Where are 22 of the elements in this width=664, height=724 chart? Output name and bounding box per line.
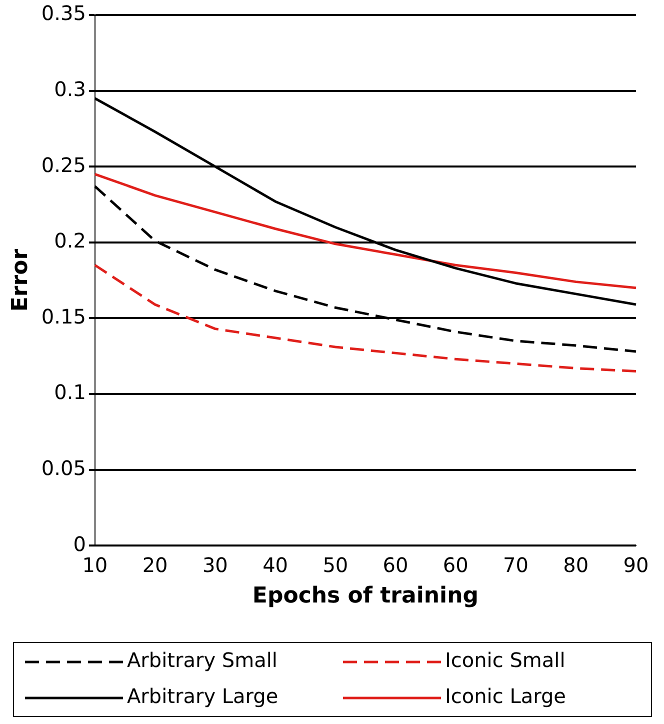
y-tick-label: 0.15 xyxy=(41,304,86,328)
legend-label: Arbitrary Small xyxy=(127,648,278,672)
x-tick-label: 80 xyxy=(563,552,589,577)
y-tick-label: 0.2 xyxy=(54,228,86,253)
x-tick-label: 60 xyxy=(382,552,408,577)
x-tick-label: 60 xyxy=(442,552,468,577)
y-axis-title: Error xyxy=(8,248,33,312)
x-tick-label: 40 xyxy=(262,552,288,577)
x-axis-title: Epochs of training xyxy=(252,584,478,609)
y-tick-label: 0.25 xyxy=(41,152,86,177)
x-tick-label: 30 xyxy=(202,552,228,577)
y-tick-label: 0.1 xyxy=(54,380,86,404)
y-tick-label: 0.05 xyxy=(41,456,86,480)
legend-label: Iconic Small xyxy=(445,648,566,672)
x-tick-label: 90 xyxy=(623,552,649,577)
x-tick-label: 50 xyxy=(322,552,348,577)
legend-label: Iconic Large xyxy=(445,684,566,708)
legend-label: Arbitrary Large xyxy=(127,684,278,708)
y-tick-label: 0.3 xyxy=(54,77,86,102)
x-tick-label: 20 xyxy=(142,552,168,577)
y-tick-label: 0.35 xyxy=(41,1,86,26)
x-tick-label: 70 xyxy=(503,552,528,577)
